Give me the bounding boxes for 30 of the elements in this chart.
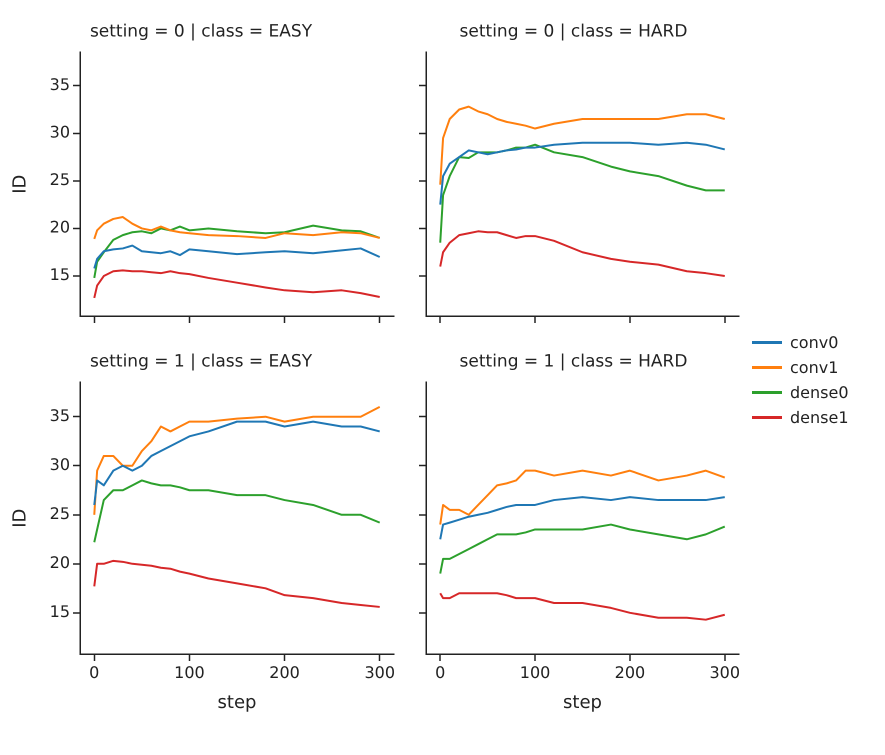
legend-label: dense0 <box>790 383 848 402</box>
x-tick-label: 200 <box>269 662 300 682</box>
legend-label: dense1 <box>790 408 848 428</box>
legend-label: conv1 <box>790 358 838 378</box>
y-tick-label: 25 <box>50 504 70 523</box>
y-tick-label: 35 <box>50 406 70 425</box>
y-tick-label: 25 <box>50 170 70 190</box>
x-axis-title: step <box>563 692 602 713</box>
x-tick-label: 100 <box>520 662 550 682</box>
x-tick-label: 200 <box>614 662 646 682</box>
x-tick-label: 100 <box>174 662 205 682</box>
y-tick-label: 20 <box>50 218 70 237</box>
y-axis-title: ID <box>9 174 30 194</box>
y-axis-title: ID <box>9 508 30 528</box>
x-tick-label: 0 <box>89 662 100 682</box>
chart-title: setting = 0 | class = HARD <box>460 22 688 42</box>
x-tick-label: 300 <box>710 662 740 682</box>
chart-title: setting = 0 | class = EASY <box>90 22 313 42</box>
chart-title: setting = 1 | class = EASY <box>90 352 313 372</box>
x-tick-label: 300 <box>364 662 395 682</box>
x-tick-label: 0 <box>435 662 446 682</box>
y-tick-label: 35 <box>50 74 70 94</box>
y-tick-label: 30 <box>50 454 70 474</box>
chart-title: setting = 1 | class = HARD <box>460 352 688 372</box>
x-axis-title: step <box>218 692 256 713</box>
y-tick-label: 15 <box>50 265 70 284</box>
y-tick-label: 20 <box>50 552 70 572</box>
y-tick-label: 30 <box>50 122 70 142</box>
legend-label: conv0 <box>790 333 838 352</box>
y-tick-label: 15 <box>50 602 70 621</box>
